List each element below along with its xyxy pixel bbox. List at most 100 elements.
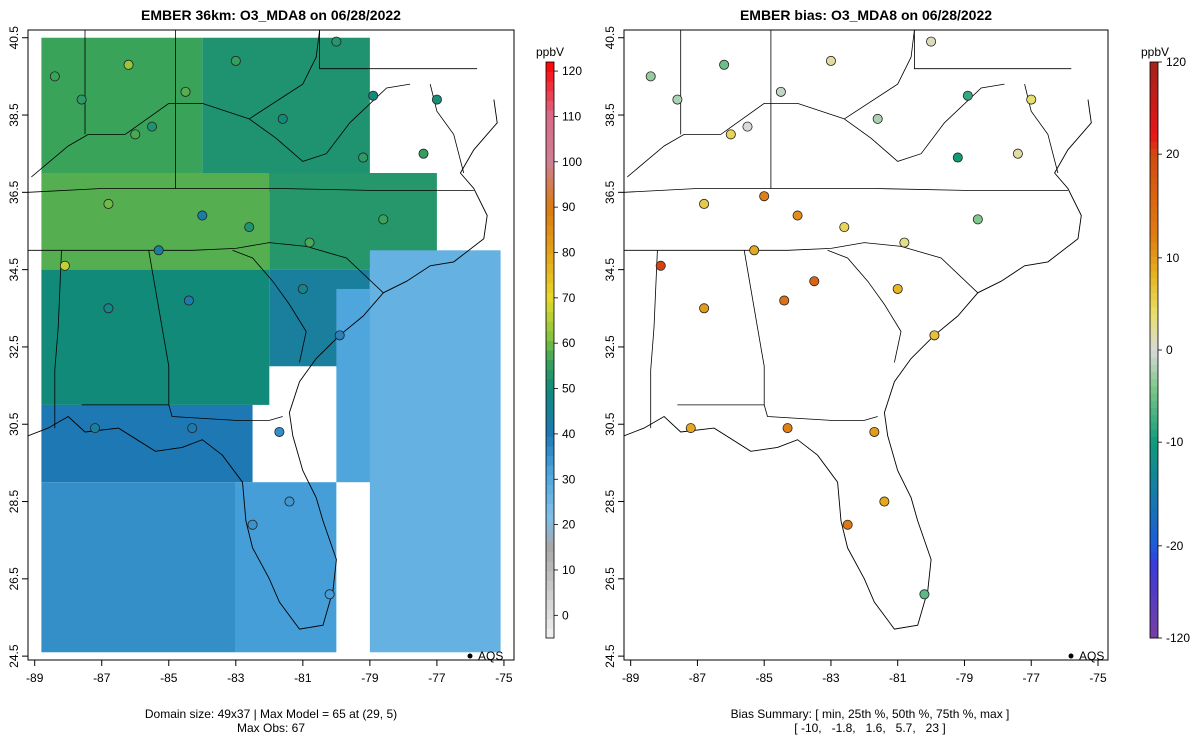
bias-station-marker — [759, 191, 770, 202]
bias-colorbar-segment — [1150, 573, 1158, 581]
bias-y-axis: 24.5 26.5 28.5 30.5 32.5 34.5 36.5 38.5 40.5 — [603, 26, 624, 668]
bias-colorbar-segment — [1150, 256, 1158, 265]
bias-colorbar-segment — [1150, 148, 1158, 157]
model-station-marker — [274, 426, 285, 437]
bias-colorbar-segment — [1150, 162, 1158, 171]
bias-colorbar-segment — [1150, 69, 1158, 77]
model-station-marker — [334, 330, 345, 341]
model-station-marker — [324, 589, 335, 600]
model-colorbar-segment — [546, 426, 554, 437]
bias-colorbar-segment — [1150, 472, 1158, 481]
bias-colorbar-label: -10 — [1166, 435, 1184, 449]
model-colorbar-segment — [546, 609, 554, 620]
model-colorbar-segment — [546, 206, 554, 217]
model-colorbar-segment — [546, 138, 554, 149]
bias-colorbar-segment — [1150, 105, 1158, 113]
model-station-marker — [358, 152, 369, 163]
model-station-marker — [153, 245, 164, 256]
model-panel: EMBER 36km: O3_MDA8 on 06/28/2022 -89 -87… — [7, 7, 582, 735]
model-colorbar-segment — [546, 254, 554, 265]
bias-colorbar-segment — [1150, 292, 1158, 301]
bias-colorbar-segment — [1150, 508, 1158, 517]
bias-colorbar-segment — [1150, 465, 1158, 473]
bias-obs-legend: AQS — [1068, 649, 1104, 663]
bias-y-tick-label: 36.5 — [603, 180, 617, 204]
model-colorbar-segment — [546, 263, 554, 274]
bias-colorbar-segment — [1150, 357, 1158, 365]
bias-colorbar-segment — [1150, 393, 1158, 401]
model-footer-domain: Domain size: 49x37 | Max Model = 65 at (… — [145, 707, 397, 721]
bias-colorbar-label: 10 — [1166, 251, 1180, 265]
model-colorbar-segment — [546, 580, 554, 591]
model-colorbar-segment — [546, 618, 554, 629]
model-state-boundary — [248, 30, 320, 120]
model-colorbar-label: 60 — [562, 336, 576, 350]
aqs-legend-label: AQS — [1079, 649, 1104, 663]
model-station-marker — [247, 519, 258, 530]
bias-station-marker — [685, 423, 696, 434]
bias-colorbar-segment — [1150, 234, 1158, 243]
model-station-marker — [130, 129, 141, 140]
bias-colorbar-segment — [1150, 458, 1158, 466]
model-grid-region-tennessee — [41, 173, 270, 270]
bias-colorbar-segment — [1150, 364, 1158, 373]
bias-colorbar-segment — [1150, 558, 1158, 567]
bias-colorbar-unit: ppbV — [1141, 45, 1169, 59]
model-colorbar-segment — [546, 234, 554, 245]
bias-colorbar-segment — [1150, 602, 1158, 610]
model-y-tick-label: 24.5 — [7, 644, 21, 668]
model-colorbar-segment — [546, 215, 554, 226]
model-colorbar-segment — [546, 570, 554, 581]
bias-coastline — [624, 99, 1092, 630]
bias-station-marker — [809, 276, 820, 287]
model-x-tick-label: -79 — [361, 671, 379, 685]
bias-x-tick-label: -85 — [756, 671, 774, 685]
bias-station-marker — [919, 589, 930, 600]
model-colorbar-segment — [546, 119, 554, 130]
bias-colorbar-label: 0 — [1166, 343, 1173, 357]
model-colorbar-label: 80 — [562, 245, 576, 259]
model-station-marker — [244, 222, 255, 233]
bias-colorbar-segment — [1150, 177, 1158, 185]
model-x-tick-label: -85 — [160, 671, 178, 685]
model-colorbar-label: 100 — [562, 155, 582, 169]
bias-colorbar-segment — [1150, 249, 1158, 257]
bias-colorbar-segment — [1150, 515, 1158, 524]
model-colorbar-segment — [546, 407, 554, 418]
model-colorbar-segment — [546, 494, 554, 505]
model-station-marker — [59, 260, 70, 271]
bias-y-tick-label: 24.5 — [603, 644, 617, 668]
model-grid-region-ohio-valley — [202, 37, 370, 193]
model-grid-region-florida-peninsula — [235, 482, 337, 653]
model-coastline — [28, 99, 498, 630]
model-colorbar-segment — [546, 273, 554, 284]
bias-colorbar-label: -20 — [1166, 539, 1184, 553]
bias-station-marker — [839, 222, 850, 233]
model-station-marker — [147, 121, 158, 132]
model-y-tick-label: 30.5 — [7, 412, 21, 436]
bias-colorbar-segment — [1150, 278, 1158, 286]
bias-station-marker — [792, 210, 803, 221]
bias-station-marker — [872, 113, 883, 124]
model-colorbar-segment — [546, 311, 554, 322]
bias-y-tick-label: 26.5 — [603, 567, 617, 591]
bias-station-marker — [869, 426, 880, 437]
bias-y-tick-label: 38.5 — [603, 103, 617, 127]
model-grid-region-gulf-coast — [41, 404, 253, 483]
model-colorbar-label: 40 — [562, 427, 576, 441]
bias-colorbar-segment — [1150, 537, 1158, 545]
bias-station-marker — [972, 214, 983, 225]
model-colorbar-segment — [546, 321, 554, 332]
model-station-marker — [197, 210, 208, 221]
bias-state-boundary — [624, 242, 979, 294]
bias-x-tick-label: -87 — [689, 671, 707, 685]
bias-colorbar-label: 120 — [1166, 55, 1186, 69]
bias-colorbar-segment — [1150, 400, 1158, 409]
model-colorbar-segment — [546, 110, 554, 121]
model-colorbar-segment — [546, 532, 554, 543]
bias-colorbar-segment — [1150, 501, 1158, 509]
bias-station-marker — [952, 152, 963, 163]
bias-colorbar-segment — [1150, 141, 1158, 149]
bias-colorbar-segment — [1150, 371, 1158, 380]
model-colorbar-segment — [546, 474, 554, 485]
